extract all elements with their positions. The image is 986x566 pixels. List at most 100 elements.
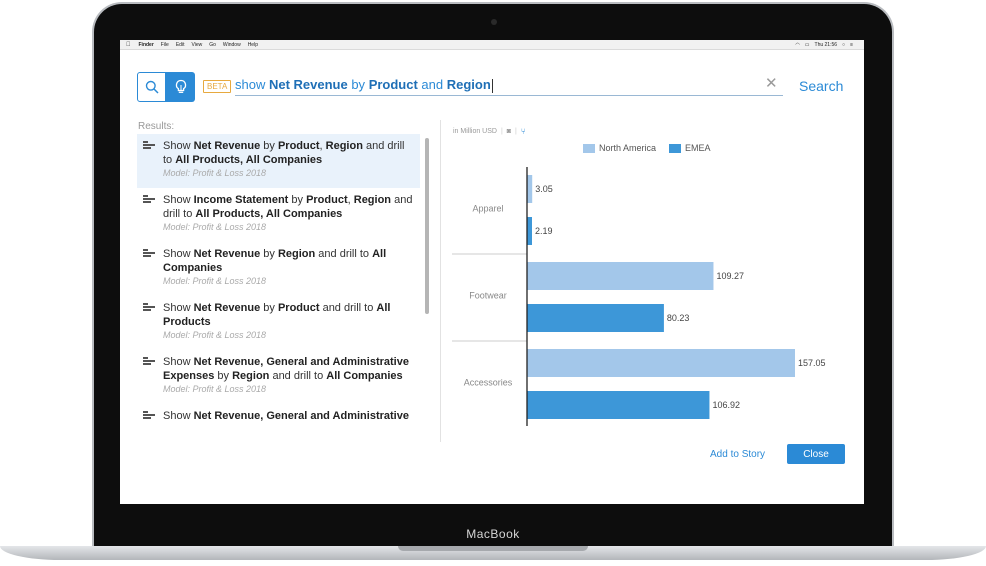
- menu-edit[interactable]: Edit: [171, 41, 185, 48]
- query-segment: show: [235, 77, 269, 92]
- result-title-segment: and drill to: [269, 370, 327, 382]
- add-to-story-button[interactable]: Add to Story: [710, 449, 766, 460]
- insight-mode-button[interactable]: [166, 72, 195, 102]
- result-title-segment: All Products: [163, 302, 391, 328]
- category-label: Footwear: [469, 291, 507, 301]
- scrollbar-thumb[interactable]: [425, 138, 429, 314]
- legend-label: EMEA: [685, 143, 711, 153]
- bar-chart-icon: [143, 141, 155, 152]
- camera-icon[interactable]: ◙: [506, 128, 512, 135]
- result-title-segment: Show: [163, 356, 194, 368]
- search-button[interactable]: Search: [799, 78, 844, 94]
- camera-icon: [491, 19, 497, 25]
- query-segment: and: [417, 77, 447, 92]
- result-title-segment: Region: [353, 194, 392, 206]
- chart-units-label: in Million USD: [453, 128, 497, 135]
- bar-chart-icon: [143, 357, 155, 368]
- menu-finder[interactable]: Finder: [134, 41, 154, 48]
- menu-view[interactable]: View: [186, 41, 202, 48]
- menu-file[interactable]: File: [156, 41, 169, 48]
- result-title-segment: ,: [347, 194, 354, 206]
- legend-swatch: [583, 143, 595, 153]
- result-title-segment: Region: [232, 370, 270, 382]
- laptop-base: [0, 546, 986, 560]
- result-title: Show Net Revenue by Region and drill to …: [163, 247, 414, 275]
- clock[interactable]: Thu 21:56: [814, 41, 838, 48]
- result-title-segment: by: [260, 140, 278, 152]
- spotlight-icon[interactable]: ○: [842, 41, 846, 48]
- menubar:  Finder File Edit View Go Window Help ◠…: [120, 40, 864, 50]
- search-query-text: show Net Revenue by Product and Region: [235, 77, 491, 92]
- result-item[interactable]: Show Net Revenue by Region and drill to …: [137, 242, 420, 296]
- menu-window[interactable]: Window: [218, 41, 241, 48]
- result-title-segment: All Products, All Companies: [175, 154, 323, 166]
- result-title-segment: All Companies: [326, 370, 403, 382]
- result-item[interactable]: Show Net Revenue by Product and drill to…: [137, 296, 420, 350]
- menubar-status: ◠ ▭ Thu 21:56 ○ ≡: [795, 42, 858, 48]
- legend-label: North America: [599, 143, 657, 153]
- bar: [527, 175, 533, 203]
- wifi-icon[interactable]: ◠: [795, 41, 800, 48]
- chart-legend: North America EMEA: [583, 143, 724, 153]
- result-title-segment: Product: [277, 302, 320, 314]
- result-title-segment: and drill to: [315, 248, 373, 260]
- query-segment: Region: [446, 77, 491, 92]
- search-icon: [145, 80, 159, 94]
- clear-search-button[interactable]: ✕: [765, 75, 778, 92]
- bar: [527, 349, 795, 377]
- result-title-segment: Net Revenue: [193, 302, 261, 314]
- legend-item[interactable]: North America: [583, 143, 656, 153]
- result-title-segment: Region: [325, 140, 363, 152]
- result-item[interactable]: Show Net Revenue by Product, Region and …: [137, 134, 420, 188]
- result-model: Model: Profit & Loss 2018: [163, 384, 267, 394]
- result-title: Show Net Revenue by Product, Region and …: [163, 139, 414, 167]
- data-label: 2.19: [535, 226, 553, 236]
- query-segment: Net Revenue: [268, 77, 348, 92]
- result-title-segment: and drill to: [163, 194, 413, 220]
- separator: |: [515, 128, 517, 135]
- bar: [527, 262, 714, 290]
- data-label: 106.92: [712, 400, 740, 410]
- data-label: 3.05: [535, 184, 553, 194]
- battery-icon[interactable]: ▭: [804, 41, 810, 48]
- device-label: MacBook: [466, 527, 520, 541]
- apple-icon[interactable]: : [126, 42, 131, 48]
- result-title-segment: Net Revenue: [193, 248, 261, 260]
- result-item[interactable]: Show Income Statement by Product, Region…: [137, 188, 420, 242]
- result-title-segment: Show: [163, 140, 194, 152]
- result-item[interactable]: Show Net Revenue, General and Administra…: [137, 404, 420, 426]
- chart-toolbar: in Million USD | ◙ | ⑂: [453, 127, 530, 136]
- menu-icon[interactable]: ≡: [850, 41, 853, 48]
- bar: [527, 391, 710, 419]
- result-model: Model: Profit & Loss 2018: [163, 330, 267, 340]
- result-title-segment: Show: [163, 410, 194, 422]
- result-item[interactable]: Show Net Revenue, General and Administra…: [137, 350, 420, 404]
- menu-go[interactable]: Go: [204, 41, 216, 48]
- result-title-segment: by: [214, 370, 233, 382]
- query-segment: Product: [368, 77, 418, 92]
- data-label: 109.27: [716, 271, 744, 281]
- result-model: Model: Profit & Loss 2018: [163, 276, 267, 286]
- result-title-segment: Product: [306, 194, 348, 206]
- result-title-segment: Show: [163, 302, 194, 314]
- result-model: Model: Profit & Loss 2018: [163, 222, 267, 232]
- result-title-segment: Net Revenue, General and Administrative …: [163, 356, 409, 382]
- beta-badge: BETA: [203, 80, 232, 93]
- text-caret: [491, 78, 493, 93]
- result-title: Show Net Revenue, General and Administra…: [163, 355, 414, 383]
- close-button[interactable]: Close: [787, 444, 845, 464]
- search-input[interactable]: show Net Revenue by Product and Region: [235, 74, 783, 96]
- lightbulb-icon: [175, 79, 186, 93]
- bar: [527, 304, 664, 332]
- menu-help[interactable]: Help: [243, 41, 258, 48]
- search-mode-toggle: [137, 72, 195, 102]
- screen:  Finder File Edit View Go Window Help ◠…: [120, 40, 864, 504]
- results-scrollbar[interactable]: [425, 134, 429, 426]
- bar-chart-icon: [143, 195, 155, 206]
- legend-item[interactable]: EMEA: [669, 143, 711, 153]
- hierarchy-icon[interactable]: ⑂: [520, 127, 526, 136]
- result-title-segment: Show: [163, 248, 194, 260]
- legend-swatch: [669, 143, 682, 153]
- result-title: Show Income Statement by Product, Region…: [163, 193, 414, 221]
- search-mode-button[interactable]: [137, 72, 166, 102]
